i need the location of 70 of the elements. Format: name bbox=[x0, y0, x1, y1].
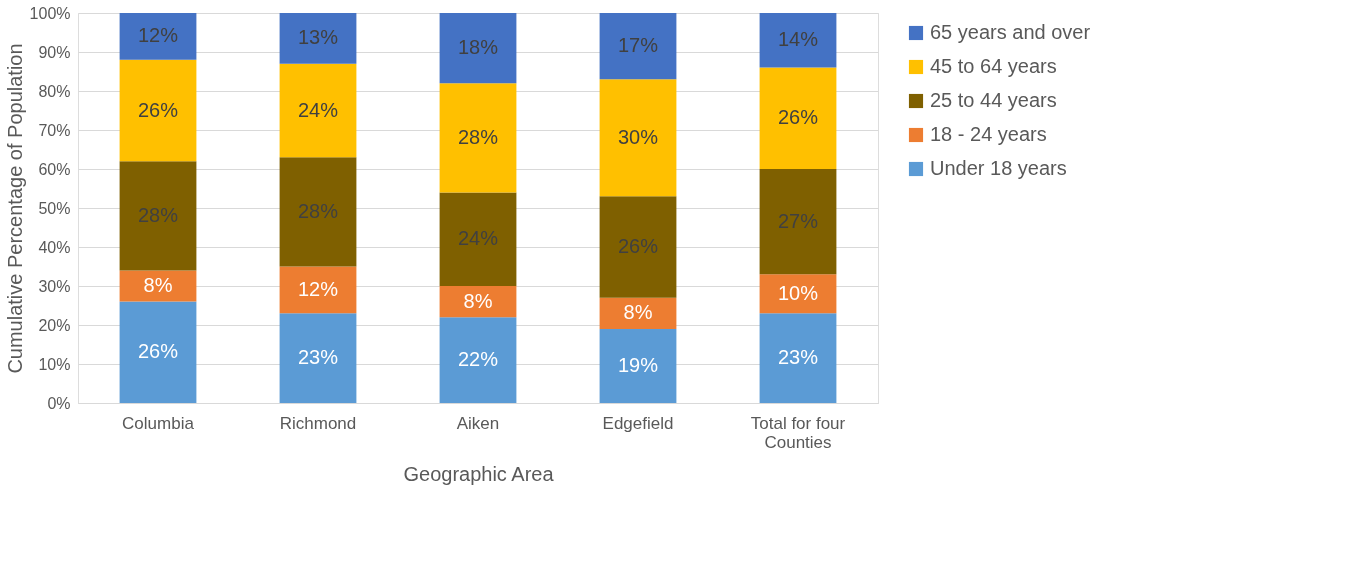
bar bbox=[439, 317, 517, 403]
data-label: 13% bbox=[297, 26, 339, 49]
bar bbox=[119, 301, 197, 403]
bar bbox=[279, 63, 357, 158]
data-label: 8% bbox=[463, 289, 493, 312]
legend-label: 45 to 64 years bbox=[930, 55, 1057, 77]
x-tick-label: Columbia bbox=[122, 413, 195, 433]
data-label: 24% bbox=[457, 227, 499, 250]
data-label: 12% bbox=[137, 24, 179, 47]
data-label: 22% bbox=[457, 348, 499, 371]
data-label: 26% bbox=[137, 98, 179, 121]
bar bbox=[439, 192, 517, 286]
y-tick-label: 70% bbox=[38, 121, 71, 139]
bar bbox=[599, 196, 677, 298]
y-tick-label: 90% bbox=[38, 43, 71, 61]
data-label: 27% bbox=[777, 209, 819, 232]
legend-label: 65 years and over bbox=[930, 21, 1091, 43]
bar bbox=[759, 13, 837, 68]
data-label: 18% bbox=[457, 36, 499, 59]
x-tick-label: Total for four Counties bbox=[750, 413, 846, 452]
legend-label: 18 - 24 years bbox=[930, 123, 1047, 145]
bar bbox=[279, 266, 357, 314]
data-label: 26% bbox=[777, 106, 819, 129]
y-axis-title: Cumulative Percentage of Population bbox=[3, 43, 26, 374]
y-tick-label: 100% bbox=[29, 4, 71, 22]
data-label: 10% bbox=[777, 281, 819, 304]
bar bbox=[119, 13, 197, 60]
bar bbox=[279, 157, 357, 267]
y-tick-label: 30% bbox=[38, 277, 71, 295]
data-label: 28% bbox=[457, 125, 499, 148]
data-label: 30% bbox=[617, 125, 659, 148]
bar bbox=[119, 59, 197, 162]
data-label: 23% bbox=[297, 346, 339, 369]
bar bbox=[599, 13, 677, 80]
y-tick-label: 20% bbox=[38, 316, 71, 334]
y-tick-label: 80% bbox=[38, 82, 71, 100]
y-tick-label: 40% bbox=[38, 238, 71, 256]
data-label: 28% bbox=[297, 199, 339, 222]
bar bbox=[119, 270, 197, 302]
x-tick-label: Edgefield bbox=[602, 413, 674, 433]
data-label: 14% bbox=[777, 28, 819, 51]
data-label: 8% bbox=[623, 301, 653, 324]
legend-label: Under 18 years bbox=[930, 157, 1067, 179]
y-tick-label: 10% bbox=[38, 355, 71, 373]
bar bbox=[439, 13, 517, 84]
bar bbox=[119, 161, 197, 271]
bar bbox=[599, 328, 677, 403]
bar bbox=[279, 13, 357, 64]
bar bbox=[759, 169, 837, 275]
legend-label: 25 to 44 years bbox=[930, 89, 1057, 111]
data-label: 26% bbox=[137, 340, 179, 363]
data-label: 12% bbox=[297, 277, 339, 300]
x-tick-label: Aiken bbox=[456, 413, 500, 433]
data-label: 26% bbox=[617, 235, 659, 257]
data-label: 8% bbox=[143, 274, 173, 296]
bar bbox=[279, 313, 357, 403]
data-label: 19% bbox=[617, 353, 659, 376]
bar bbox=[599, 79, 677, 197]
data-label: 23% bbox=[777, 346, 819, 369]
x-tick-label: Richmond bbox=[279, 413, 357, 433]
y-tick-label: 50% bbox=[38, 199, 71, 217]
bar bbox=[759, 313, 837, 403]
bar bbox=[759, 67, 837, 169]
y-tick-label: 0% bbox=[47, 394, 71, 412]
x-axis-title: Geographic Area bbox=[403, 462, 555, 485]
y-tick-label: 60% bbox=[38, 160, 71, 178]
bar bbox=[439, 83, 517, 193]
data-label: 24% bbox=[297, 98, 339, 121]
data-label: 28% bbox=[137, 203, 179, 226]
data-label: 17% bbox=[617, 34, 659, 57]
